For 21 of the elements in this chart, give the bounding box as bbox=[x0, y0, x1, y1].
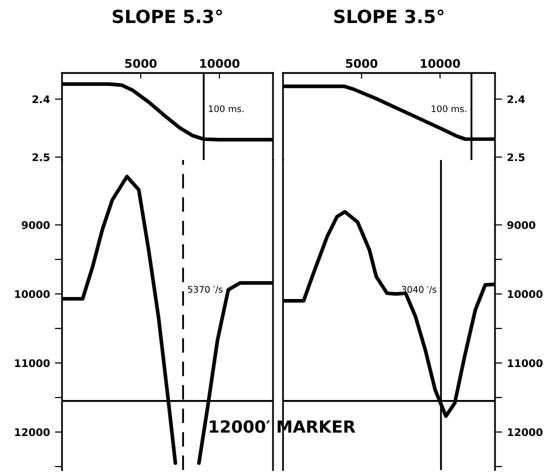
chart-title: SLOPE 5.3° bbox=[112, 9, 222, 24]
y-tick-label: 10000 bbox=[15, 290, 50, 298]
y-tick-label: 11000 bbox=[508, 359, 543, 368]
ref-line-label: 100 ms. bbox=[432, 105, 466, 112]
x-tick-label: 5000 bbox=[346, 59, 378, 68]
x-tick-label: 10000 bbox=[420, 59, 460, 68]
x-tick-label: 5000 bbox=[125, 59, 157, 68]
ref-line-label: 5370 ′/s bbox=[188, 286, 223, 294]
y-tick-label: 9000 bbox=[507, 221, 536, 230]
y-tick-label: 11000 bbox=[15, 359, 50, 368]
y-tick-label: 12000 bbox=[508, 428, 543, 436]
y-tick-label: 2.4 bbox=[508, 95, 525, 104]
y-tick-label: 10000 bbox=[508, 290, 543, 298]
y-tick-label: 9000 bbox=[22, 221, 50, 230]
y-tick-label: 12000 bbox=[15, 428, 50, 436]
y-tick-label: 2.4 bbox=[32, 95, 50, 104]
ref-line-label: 100 ms. bbox=[208, 105, 244, 112]
y-tick-label: 2.5 bbox=[508, 153, 525, 162]
chart-title: SLOPE 3.5° bbox=[334, 9, 444, 24]
x-tick-label: 10000 bbox=[200, 59, 240, 68]
y-tick-label: 2.5 bbox=[32, 153, 50, 162]
